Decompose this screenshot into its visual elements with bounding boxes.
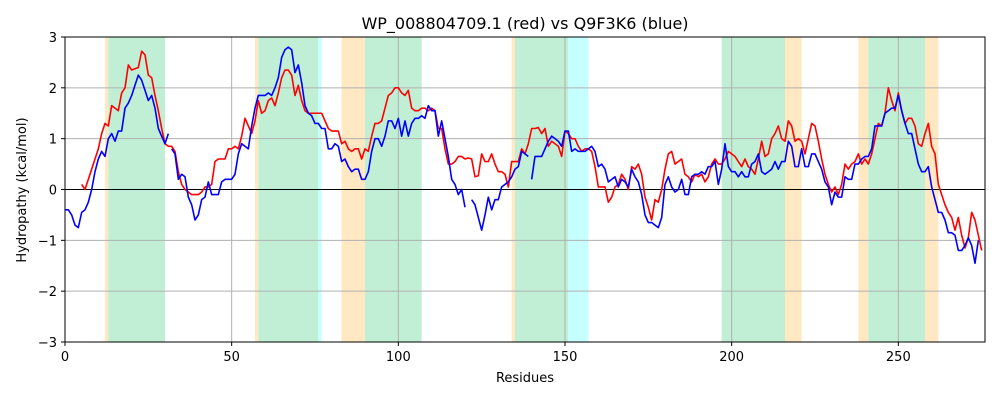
y-tick-label-1: 1 bbox=[49, 133, 57, 148]
red-series-line-segment-1 bbox=[81, 50, 983, 251]
blue-series-line-segment-4 bbox=[530, 94, 980, 265]
y-tick-label-2: 2 bbox=[49, 82, 57, 97]
x-axis-label: Residues bbox=[496, 371, 554, 386]
blue-series-line-segment-1 bbox=[65, 74, 170, 229]
x-tick-label-150: 150 bbox=[553, 350, 578, 365]
axis-ticks: 0 50 100 150 200 250 −3 −2 −1 0 1 2 3 bbox=[38, 31, 911, 365]
blue-series-line-segment-2 bbox=[171, 46, 466, 221]
y-tick-label-0: 0 bbox=[49, 184, 57, 199]
y-tick-label--1: −1 bbox=[38, 234, 57, 249]
chart-title: WP_008804709.1 (red) vs Q9F3K6 (blue) bbox=[361, 14, 688, 34]
data-series bbox=[65, 46, 983, 265]
x-tick-label-0: 0 bbox=[61, 350, 69, 365]
x-tick-label-50: 50 bbox=[223, 350, 240, 365]
x-tick-label-100: 100 bbox=[386, 350, 411, 365]
x-tick-label-250: 250 bbox=[886, 350, 911, 365]
blue-series-line-segment-3 bbox=[471, 150, 529, 231]
y-tick-label-3: 3 bbox=[49, 31, 57, 46]
y-tick-label--3: −3 bbox=[38, 336, 57, 351]
y-axis-label: Hydropathy (kcal/mol) bbox=[15, 117, 30, 262]
x-tick-label-200: 200 bbox=[719, 350, 744, 365]
y-tick-label--2: −2 bbox=[38, 285, 57, 300]
